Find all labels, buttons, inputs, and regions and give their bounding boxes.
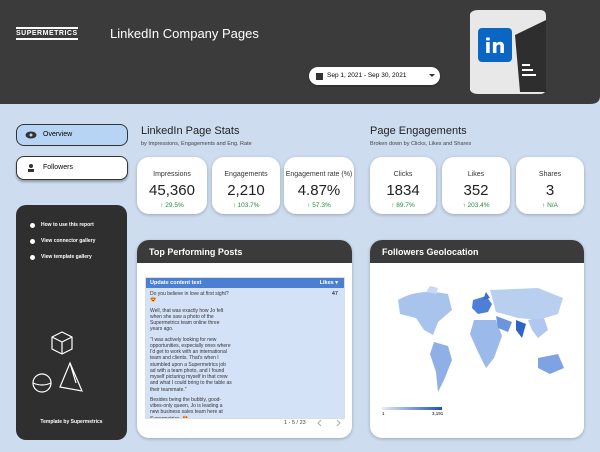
link-label: View connector gallery <box>41 238 96 244</box>
kpi-change: ↑ N/A <box>542 202 558 209</box>
likes-cell: 47 <box>331 291 338 297</box>
column-header[interactable]: Likes ▾ <box>319 280 338 286</box>
kpi-card: Engagements 2,210 ↑ 103.7% <box>212 157 280 214</box>
shapes-illustration <box>32 331 83 393</box>
top-posts-panel: Top Performing Posts Update content text… <box>137 240 352 438</box>
post-paragraph: Well, that was exactly how Jo felt when … <box>150 307 224 333</box>
logo: SUPERMETRICS <box>16 27 78 40</box>
link-label: View template gallery <box>41 254 92 260</box>
credit: Template by Supermetrics <box>40 419 103 425</box>
panel-title: Followers Geolocation <box>370 240 584 263</box>
date-range: Sep 1, 2021 - Sep 30, 2021 <box>327 72 407 79</box>
legend-max: 3,191 <box>432 411 444 416</box>
sidebar: How to use this report View connector gal… <box>16 205 127 440</box>
kpi-value: 1834 <box>386 182 420 199</box>
sidebar-link[interactable]: View template gallery <box>30 254 92 260</box>
sidebar-link[interactable]: View connector gallery <box>30 238 95 244</box>
kpi-change: ↑ 57.3% <box>307 202 331 209</box>
nav-label: Followers <box>43 164 73 171</box>
calendar-icon <box>316 73 323 80</box>
date-picker[interactable]: Sep 1, 2021 - Sep 30, 2021 <box>309 67 440 85</box>
section-subtitle: by Impressions, Engagements and Eng. Rat… <box>141 141 252 147</box>
post-paragraph: Besides being the bubbly, good-vibes-onl… <box>150 396 223 419</box>
report-title: LinkedIn Company Pages <box>110 26 259 41</box>
kpi-label: Likes <box>467 171 485 178</box>
kpi-change: ↑ 203.4% <box>462 202 490 209</box>
sidebar-link[interactable]: How to use this report <box>30 222 94 228</box>
link-label: How to use this report <box>41 222 94 228</box>
kpi-card: Clicks 1834 ↑ 89.7% <box>370 157 436 214</box>
person-icon <box>28 164 34 172</box>
post-paragraph: “I was actively looking for new opportun… <box>150 336 232 393</box>
legend-min: 1 <box>382 411 385 416</box>
nav-overview[interactable]: Overview <box>16 124 128 146</box>
kpi-card: Impressions 45,360 ↑ 29.5% <box>137 157 207 214</box>
kpi-label: Shares <box>538 171 562 178</box>
kpi-label: Engagements <box>224 171 268 178</box>
header-bg: in <box>0 0 600 104</box>
dropdown-icon <box>429 74 435 77</box>
kpi-change: ↑ 29.5% <box>160 202 184 209</box>
kpi-value: 2,210 <box>227 182 265 199</box>
kpi-label: Impressions <box>153 171 191 178</box>
svg-text:in: in <box>484 34 505 58</box>
page-arrows[interactable] <box>315 419 345 427</box>
post-paragraph: Do you believe in love at first sight? 😍 <box>150 291 229 304</box>
eye-icon <box>25 131 37 139</box>
link-icon <box>30 222 35 228</box>
pagination: 1 - 5 / 23 <box>284 420 306 426</box>
kpi-card: Shares 3 ↑ N/A <box>516 157 584 214</box>
legend-gradient <box>382 407 442 410</box>
panel-title: Top Performing Posts <box>137 240 352 263</box>
section-title: Page Engagements <box>370 125 467 137</box>
nav-label: Overview <box>43 131 73 138</box>
table-header: Update content text Likes ▾ <box>146 278 344 288</box>
kpi-value: 3 <box>545 182 555 199</box>
kpi-label: Engagement rate (%) <box>285 171 353 178</box>
section-title: LinkedIn Page Stats <box>141 125 240 137</box>
posts-table: Update content text Likes ▾ Do you believ… <box>145 277 345 419</box>
geo-panel: Followers Geolocation 1 3,191 <box>370 240 584 438</box>
table-row: Do you believe in love at first sight? 😍… <box>146 288 344 418</box>
link-icon <box>30 254 35 260</box>
link-icon <box>30 238 35 244</box>
nav-followers[interactable]: Followers <box>16 156 128 180</box>
kpi-change: ↑ 89.7% <box>391 202 415 209</box>
kpi-label: Clicks <box>393 171 413 178</box>
world-map <box>398 286 564 392</box>
kpi-value: 352 <box>463 182 489 199</box>
section-subtitle: Broken down by Clicks, Likes and Shares <box>370 141 472 147</box>
kpi-card: Likes 352 ↑ 203.4% <box>442 157 510 214</box>
kpi-card: Engagement rate (%) 4.87% ↑ 57.3% <box>284 157 354 214</box>
column-header: Update content text <box>150 280 202 286</box>
kpi-value: 45,360 <box>149 182 195 199</box>
kpi-value: 4.87% <box>297 182 341 199</box>
kpi-change: ↑ 103.7% <box>232 202 260 209</box>
